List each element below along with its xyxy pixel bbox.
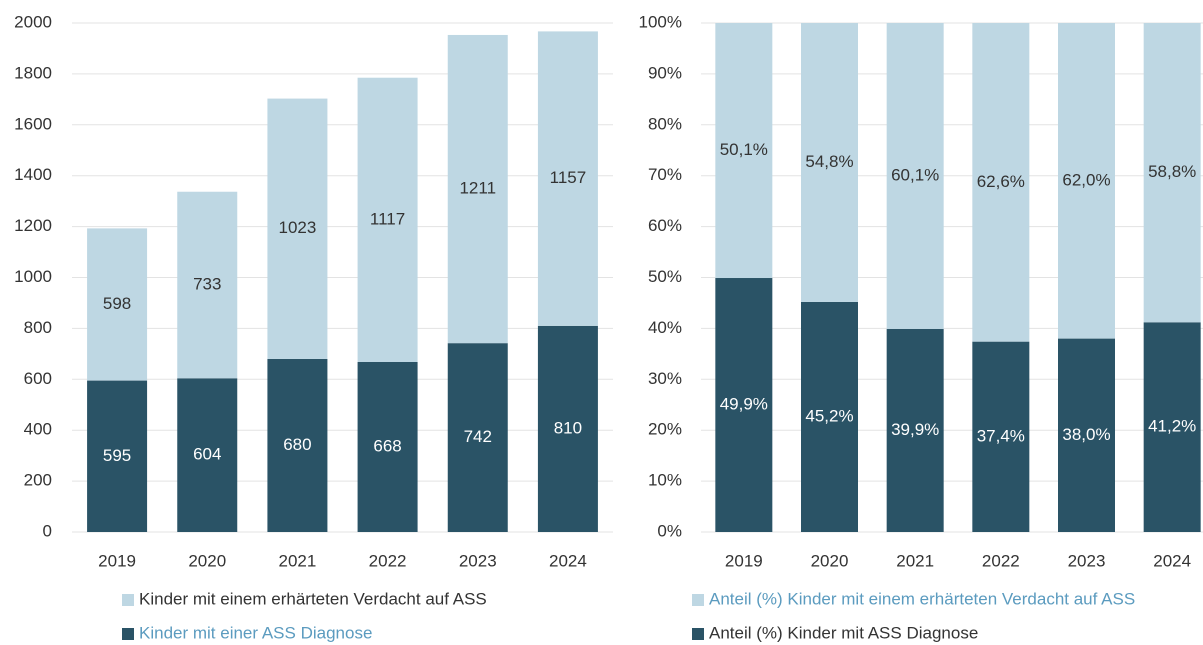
bar-segment (447, 34, 508, 344)
y-tick-label: 0 (43, 521, 52, 540)
data-label: 1157 (550, 168, 587, 187)
y-tick-label: 400 (24, 420, 52, 439)
y-tick-label: 30% (648, 369, 682, 388)
legend-label: Anteil (%) Kinder mit ASS Diagnose (709, 623, 978, 642)
legend-label: Kinder mit einem erhärteten Verdacht auf… (139, 589, 487, 608)
y-tick-label: 1800 (14, 63, 52, 82)
y-tick-label: 80% (648, 114, 682, 133)
bar-segment (715, 278, 773, 532)
data-label: 1117 (370, 209, 405, 228)
y-tick-label: 200 (24, 471, 52, 490)
data-label: 1023 (279, 218, 317, 237)
bar-segment (1058, 23, 1115, 339)
data-label: 595 (103, 446, 131, 465)
x-tick-label: 2022 (369, 551, 407, 570)
data-label: 668 (373, 436, 401, 455)
data-label: 49,9% (720, 394, 768, 413)
bar-segment (177, 378, 238, 532)
bar-segment (801, 23, 858, 302)
bar-segment (1058, 338, 1115, 532)
data-label: 54,8% (805, 152, 853, 171)
bar-segment (537, 325, 598, 532)
x-tick-label: 2020 (188, 551, 226, 570)
y-tick-label: 60% (648, 216, 682, 235)
y-tick-label: 800 (24, 318, 52, 337)
y-tick-label: 1600 (14, 114, 52, 133)
y-tick-label: 2000 (14, 12, 52, 31)
bar-segment (267, 98, 328, 359)
data-label: 62,0% (1062, 170, 1110, 189)
x-tick-label: 2024 (549, 551, 587, 570)
legend-label: Kinder mit einer ASS Diagnose (139, 623, 372, 642)
y-tick-label: 10% (648, 471, 682, 490)
bar-segment (357, 77, 418, 362)
bar-segment (537, 31, 598, 326)
data-label: 39,9% (891, 420, 939, 439)
x-tick-label: 2019 (725, 551, 763, 570)
bar-segment (1143, 23, 1201, 323)
x-tick-label: 2023 (459, 551, 497, 570)
y-tick-label: 70% (648, 165, 682, 184)
x-tick-label: 2021 (279, 551, 317, 570)
legend-label: Anteil (%) Kinder mit einem erhärteten V… (709, 589, 1135, 608)
y-tick-label: 1200 (14, 216, 52, 235)
y-tick-label: 40% (648, 318, 682, 337)
bar-segment (972, 23, 1030, 342)
data-label: 1211 (459, 179, 496, 198)
data-label: 37,4% (977, 426, 1025, 445)
y-tick-label: 1400 (14, 165, 52, 184)
legend-swatch (122, 594, 134, 606)
y-tick-label: 0% (657, 521, 682, 540)
legend-swatch (692, 594, 704, 606)
bar-segment (267, 358, 328, 532)
x-tick-label: 2021 (896, 551, 934, 570)
bar-segment (357, 361, 418, 532)
data-label: 58,8% (1148, 162, 1196, 181)
bar-segment (447, 343, 508, 532)
data-label: 604 (193, 445, 221, 464)
data-label: 810 (554, 418, 582, 437)
y-tick-label: 20% (648, 420, 682, 439)
y-tick-label: 100% (639, 12, 682, 31)
data-label: 45,2% (805, 406, 853, 425)
data-label: 733 (193, 274, 221, 293)
x-tick-label: 2024 (1153, 551, 1191, 570)
data-label: 60,1% (891, 165, 939, 184)
bar-segment (715, 23, 773, 279)
legend-swatch (692, 628, 704, 640)
data-label: 680 (283, 435, 311, 454)
data-label: 50,1% (720, 140, 768, 159)
y-tick-label: 1000 (14, 267, 52, 286)
data-label: 62,6% (977, 172, 1025, 191)
bar-segment (87, 380, 148, 532)
x-tick-label: 2022 (982, 551, 1020, 570)
y-tick-label: 90% (648, 63, 682, 82)
data-label: 41,2% (1148, 417, 1196, 436)
bar-segment (801, 301, 858, 532)
data-label: 598 (103, 294, 131, 313)
x-tick-label: 2023 (1068, 551, 1106, 570)
y-tick-label: 600 (24, 369, 52, 388)
bar-segment (177, 191, 238, 379)
bar-segment (87, 228, 148, 381)
x-tick-label: 2020 (811, 551, 849, 570)
legend-swatch (122, 628, 134, 640)
data-label: 38,0% (1062, 425, 1110, 444)
data-label: 742 (464, 427, 492, 446)
bar-segment (886, 23, 944, 329)
bar-segment (1143, 322, 1201, 532)
y-tick-label: 50% (648, 267, 682, 286)
bar-segment (886, 328, 944, 532)
bar-segment (972, 341, 1030, 532)
x-tick-label: 2019 (98, 551, 136, 570)
